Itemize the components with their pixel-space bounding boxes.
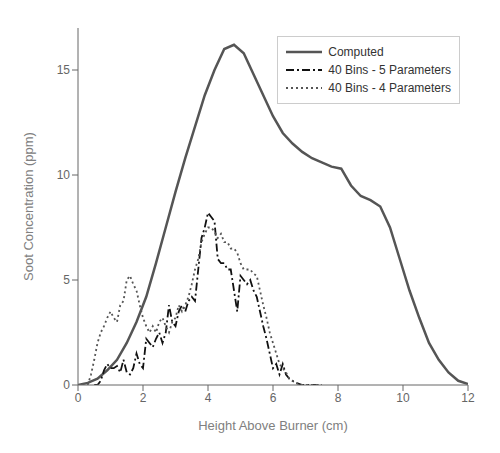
svg-text:12: 12 (461, 391, 475, 405)
svg-text:6: 6 (270, 391, 277, 405)
svg-text:5: 5 (63, 273, 70, 287)
svg-text:0: 0 (63, 378, 70, 392)
svg-text:10: 10 (396, 391, 410, 405)
svg-text:15: 15 (57, 63, 71, 77)
html-text:40 Bins - 5 Parameters: 40 Bins - 5 Parameters (328, 63, 451, 77)
svg-text:Soot Concentration (ppm): Soot Concentration (ppm) (21, 132, 36, 281)
svg-text:10: 10 (57, 168, 71, 182)
html-text:Computed: Computed (328, 45, 384, 59)
svg-text:2: 2 (140, 391, 147, 405)
svg-text:Height Above Burner (cm): Height Above Burner (cm) (198, 418, 348, 433)
svg-text:8: 8 (335, 391, 342, 405)
html-text:40 Bins - 4 Parameters: 40 Bins - 4 Parameters (328, 81, 451, 95)
svg-text:0: 0 (75, 391, 82, 405)
svg-text:4: 4 (205, 391, 212, 405)
